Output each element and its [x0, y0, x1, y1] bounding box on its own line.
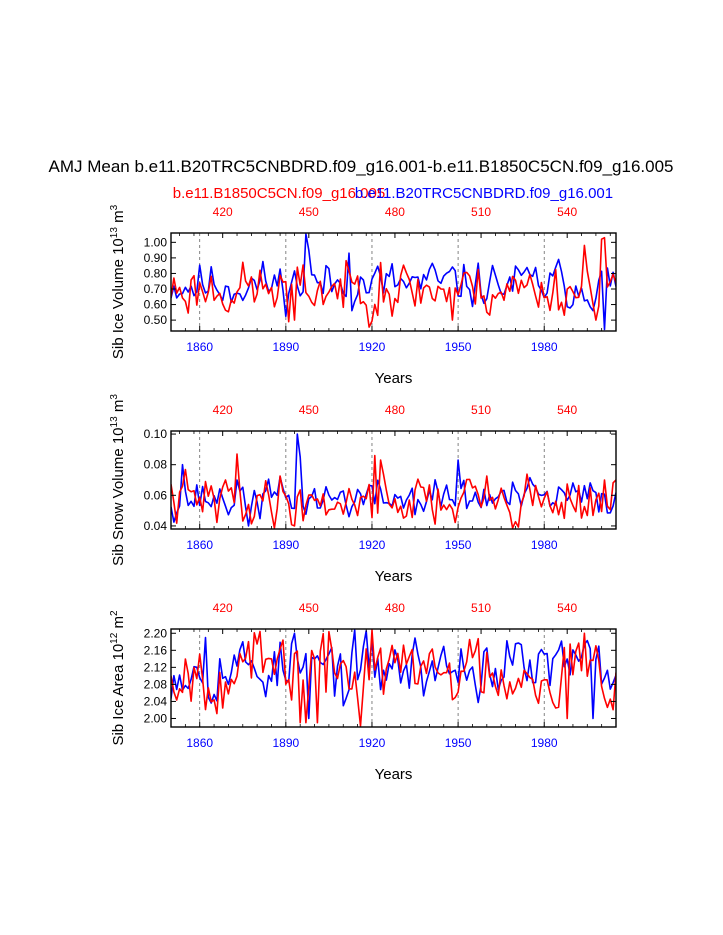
x-tick-label-top: 420: [213, 403, 233, 417]
x-tick-label-bottom: 1860: [186, 736, 213, 750]
series-line-blue: [171, 433, 616, 527]
y-axis-unit-pow: 2: [109, 610, 120, 616]
y-axis-unit-exp: 13: [109, 416, 120, 428]
y-tick-label: 2.12: [144, 660, 168, 674]
legend-red-label: b.e11.B1850C5CN.f09_g16.005: [173, 185, 385, 202]
y-tick-label: 2.00: [144, 711, 168, 725]
y-axis-unit-tail: m: [110, 400, 127, 417]
y-tick-label: 2.04: [144, 694, 168, 708]
x-tick-label-top: 540: [557, 205, 577, 219]
y-axis-title: Sib Ice Area 1012 m2: [109, 610, 127, 746]
x-tick-label-top: 540: [557, 403, 577, 417]
x-tick-label-bottom: 1980: [531, 736, 558, 750]
y-tick-label: 0.08: [144, 458, 168, 472]
y-tick-label: 0.50: [144, 313, 168, 327]
y-tick-label: 0.06: [144, 488, 168, 502]
figure-title: AMJ Mean b.e11.B20TRC5CNBDRD.f09_g16.001…: [49, 157, 674, 176]
y-axis-name: Sib Ice Volume: [110, 255, 127, 359]
y-axis-name: Sib Ice Area: [110, 660, 127, 745]
panel-sib-ice-volume: 0.500.60 0.70 0.800.90 1.00 1860 1890 1920 1950…: [109, 204, 617, 387]
x-tick-label-bottom: 1890: [272, 736, 299, 750]
y-axis-unit-base: 10: [110, 427, 127, 444]
y-axis-unit-exp: 13: [109, 227, 120, 239]
y-tick-label: 0.70: [144, 282, 168, 296]
x-tick-label-bottom: 1950: [445, 340, 472, 354]
x-tick-label-bottom: 1950: [445, 736, 472, 750]
y-axis-unit-base: 10: [110, 238, 127, 255]
y-axis-name: Sib Snow Volume: [110, 444, 127, 566]
panel-sib-ice-area: 2.00 2.04 2.08 2.12 2.16 2.20 1860 1890 1920 1950…: [109, 601, 617, 783]
x-axis-title: Years: [375, 370, 413, 387]
y-tick-label: 0.80: [144, 266, 168, 280]
x-tick-label-bottom: 1920: [359, 736, 386, 750]
series-line-red: [171, 629, 616, 727]
x-axis-title: Years: [375, 568, 413, 585]
x-tick-label-top: 480: [385, 403, 405, 417]
y-axis-title: Sib Ice Volume 1013 m3: [109, 204, 127, 359]
y-axis-unit-exp: 12: [109, 632, 120, 644]
y-tick-label: 0.90: [144, 251, 168, 265]
x-tick-label-bottom: 1980: [531, 538, 558, 552]
y-axis-unit-tail: m: [110, 616, 127, 633]
x-tick-label-top: 510: [471, 601, 491, 615]
y-tick-label: 2.20: [144, 626, 168, 640]
y-axis-unit-pow: 3: [109, 394, 120, 400]
plot-frame: [170, 430, 617, 530]
plot-frame: [170, 628, 617, 728]
y-axis-unit-base: 10: [110, 644, 127, 661]
panel-sib-snow-volume: 0.04 0.06 0.08 0.10 1860 1890 1920 1950 1980 420 4…: [109, 394, 617, 585]
series-line-red: [171, 236, 616, 328]
y-tick-label: 2.16: [144, 643, 168, 657]
series-line-blue: [171, 233, 616, 331]
x-tick-label-top: 420: [213, 601, 233, 615]
x-tick-label-top: 510: [471, 205, 491, 219]
x-tick-label-bottom: 1980: [531, 340, 558, 354]
x-tick-label-bottom: 1890: [272, 538, 299, 552]
x-tick-label-top: 510: [471, 403, 491, 417]
y-tick-label: 2.08: [144, 677, 168, 691]
x-tick-label-bottom: 1860: [186, 538, 213, 552]
y-axis-unit-tail: m: [110, 210, 127, 227]
x-tick-label-top: 450: [299, 601, 319, 615]
y-tick-label: 0.04: [144, 519, 168, 533]
legend-blue-label: b.e11.B20TRC5CNBDRD.f09_g16.001: [355, 185, 613, 202]
x-tick-label-top: 450: [299, 403, 319, 417]
x-tick-label-bottom: 1920: [359, 538, 386, 552]
series-group: [171, 233, 616, 331]
series-group: [171, 629, 616, 727]
x-tick-label-top: 420: [213, 205, 233, 219]
x-tick-label-bottom: 1890: [272, 340, 299, 354]
x-tick-label-top: 540: [557, 601, 577, 615]
series-group: [171, 433, 616, 529]
x-tick-label-top: 450: [299, 205, 319, 219]
x-tick-label-bottom: 1950: [445, 538, 472, 552]
series-line-red: [171, 453, 616, 529]
x-tick-label-top: 480: [385, 205, 405, 219]
x-tick-label-bottom: 1860: [186, 340, 213, 354]
x-tick-label-bottom: 1920: [359, 340, 386, 354]
y-axis-unit-pow: 3: [109, 204, 120, 210]
y-tick-label: 0.10: [144, 427, 168, 441]
plot-frame: [170, 232, 617, 332]
x-axis-title: Years: [375, 766, 413, 783]
y-tick-label: 0.60: [144, 298, 168, 312]
x-tick-label-top: 480: [385, 601, 405, 615]
y-tick-label: 1.00: [144, 235, 168, 249]
y-axis-title: Sib Snow Volume 1013 m3: [109, 394, 127, 566]
